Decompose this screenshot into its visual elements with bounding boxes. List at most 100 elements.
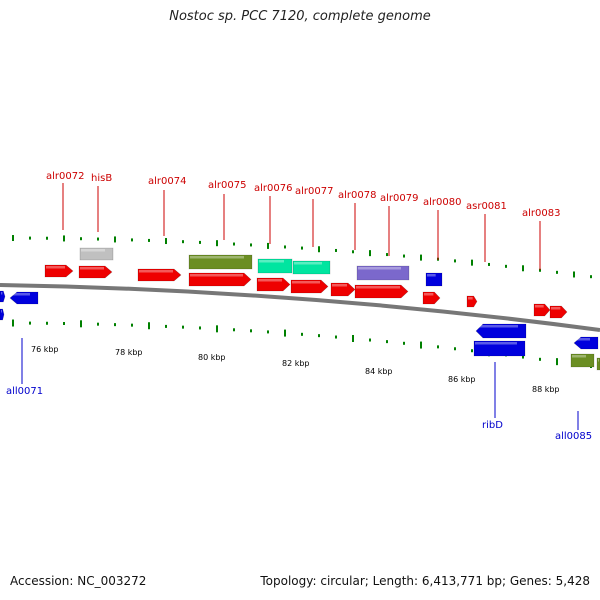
gene-arrow — [188, 272, 252, 287]
gene-arrow — [533, 303, 551, 317]
reverse-gene-label: ribD — [482, 420, 503, 431]
gene-highlight — [190, 274, 243, 277]
reverse-gene-label: all0071 — [6, 386, 43, 397]
kbp-tick-label: 82 kbp — [282, 359, 310, 368]
forward-gene-label: alr0083 — [522, 208, 560, 219]
gc-tick-upper — [403, 254, 405, 258]
gc-tick-upper — [46, 236, 48, 240]
gc-tick-lower — [97, 322, 99, 326]
genome-title: Nostoc sp. PCC 7120, complete genome — [169, 9, 431, 24]
gene-highlight — [598, 359, 599, 362]
reverse-gene-labels: all0071 ribD all0085 — [6, 338, 592, 442]
forward-gene-label: alr0075 — [208, 180, 246, 191]
gc-tick-lower — [403, 341, 405, 345]
gc-tick-upper — [131, 238, 133, 242]
gene-arrow — [188, 254, 253, 270]
gc-tick-lower — [182, 325, 184, 329]
gc-tick-lower — [250, 329, 252, 333]
kbp-tick-label: 84 kbp — [365, 367, 393, 376]
gc-tick-lower — [131, 323, 133, 327]
gc-tick-lower — [80, 320, 82, 328]
genome-backbone — [0, 283, 600, 332]
gc-content-ticks — [12, 235, 592, 369]
gene-arrow — [257, 258, 293, 274]
gene-highlight — [575, 338, 590, 341]
gc-tick-lower — [148, 322, 150, 330]
gene-highlight — [424, 293, 434, 296]
gene-arrow — [473, 340, 526, 357]
gc-tick-lower — [454, 347, 456, 351]
kbp-tick-label: 78 kbp — [115, 348, 143, 357]
gc-tick-upper — [301, 246, 303, 250]
gene-highlight — [80, 267, 104, 270]
gc-tick-upper — [471, 259, 473, 266]
gc-tick-upper — [539, 268, 541, 272]
gc-tick-upper — [420, 254, 422, 261]
gc-tick-upper — [556, 270, 558, 274]
gene-arrow — [290, 279, 329, 294]
gc-tick-upper — [386, 253, 388, 257]
gc-tick-upper — [267, 242, 269, 249]
gene-highlight — [1, 292, 3, 295]
gc-tick-upper — [216, 240, 218, 247]
gene-arrow — [0, 308, 5, 321]
gc-tick-lower — [437, 345, 439, 349]
gc-tick-upper — [335, 248, 337, 252]
gc-tick-upper — [352, 250, 354, 254]
gene-arrow — [573, 336, 599, 350]
gc-tick-upper — [454, 259, 456, 263]
forward-gene-label: alr0072 — [46, 171, 84, 182]
gc-tick-upper — [573, 271, 575, 278]
gene-arrow — [425, 272, 443, 287]
gc-tick-upper — [505, 264, 507, 268]
gc-tick-lower — [114, 323, 116, 327]
forward-gene-label: alr0077 — [295, 186, 333, 197]
gc-tick-upper — [97, 237, 99, 241]
gc-tick-upper — [12, 235, 14, 242]
gc-tick-upper — [590, 275, 592, 279]
gc-tick-lower — [267, 330, 269, 334]
forward-gene-label: alr0080 — [423, 197, 461, 208]
kbp-tick-label: 88 kbp — [532, 385, 560, 394]
gc-tick-lower — [352, 334, 354, 342]
gene-arrow — [422, 291, 441, 305]
gene-arrow — [9, 291, 39, 305]
gc-tick-lower — [471, 349, 473, 353]
gc-tick-lower — [539, 357, 541, 361]
gene-highlight — [332, 284, 347, 287]
gene-arrow — [549, 305, 568, 319]
gc-tick-upper — [29, 236, 31, 240]
gc-tick-lower — [29, 321, 31, 325]
gc-tick-upper — [318, 246, 320, 253]
gene-highlight — [535, 305, 544, 308]
gc-tick-lower — [369, 338, 371, 342]
gc-tick-upper — [522, 265, 524, 272]
gc-tick-upper — [182, 240, 184, 244]
gene-highlight — [1, 310, 2, 313]
gene-arrow — [466, 295, 478, 308]
gene-features — [0, 247, 600, 371]
gene-highlight — [259, 260, 284, 263]
gc-tick-upper — [148, 238, 150, 242]
gc-tick-lower — [318, 334, 320, 338]
gc-tick-lower — [12, 319, 14, 327]
gc-tick-upper — [165, 238, 167, 245]
gene-highlight — [358, 267, 401, 270]
gene-arrow — [79, 247, 114, 261]
gc-tick-upper — [114, 236, 116, 243]
gene-arrow — [137, 268, 182, 282]
forward-gene-labels: alr0072 hisB alr0074 alr0075 alr0076 alr0077 a… — [46, 171, 560, 270]
gc-tick-lower — [420, 341, 422, 349]
gc-tick-upper — [250, 243, 252, 247]
gene-highlight — [81, 249, 105, 252]
forward-gene-label: alr0078 — [338, 190, 376, 201]
gene-highlight — [190, 256, 244, 259]
gc-tick-upper — [369, 250, 371, 257]
gc-tick-lower — [301, 332, 303, 336]
gc-tick-upper — [63, 235, 65, 242]
gc-tick-lower — [556, 358, 558, 366]
gene-highlight — [468, 297, 473, 300]
forward-gene-label: alr0076 — [254, 183, 292, 194]
gc-tick-upper — [233, 242, 235, 246]
